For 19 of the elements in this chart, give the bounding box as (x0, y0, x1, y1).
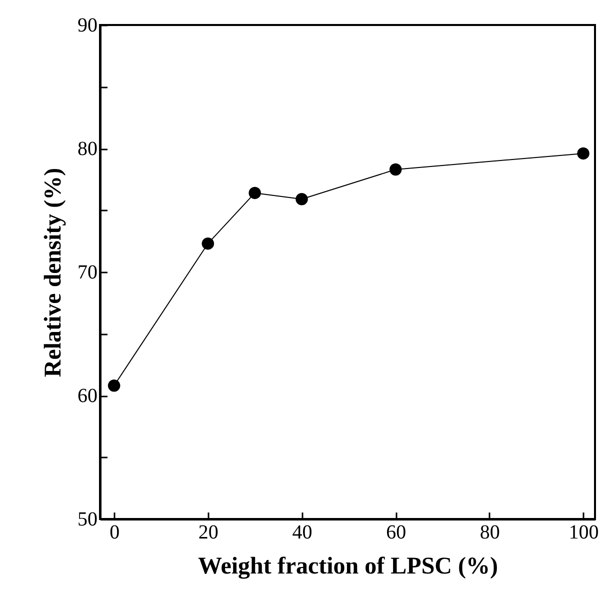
point (296, 193, 308, 206)
x-tick-label: 100 (568, 522, 599, 544)
y-tick-label: 50 (78, 508, 98, 530)
point (202, 237, 214, 250)
y-tick-label: 90 (78, 14, 98, 36)
point (577, 147, 590, 160)
point (108, 380, 120, 392)
x-tick-label: 80 (480, 522, 500, 544)
x-tick-label: 60 (386, 522, 406, 544)
y-tick-label: 80 (78, 138, 98, 160)
x-tick-label: 20 (198, 522, 218, 544)
y-tick-label: 70 (78, 262, 98, 284)
x-tick-label: 40 (292, 522, 312, 544)
x-axis-title: Weight fraction of LPSC (%) (198, 554, 498, 580)
x-tick-label: 0 (110, 522, 120, 544)
point (248, 186, 261, 200)
point (389, 163, 402, 176)
y-axis-title: Relative density (%) (40, 168, 66, 378)
y-tick-label: 60 (78, 385, 98, 407)
